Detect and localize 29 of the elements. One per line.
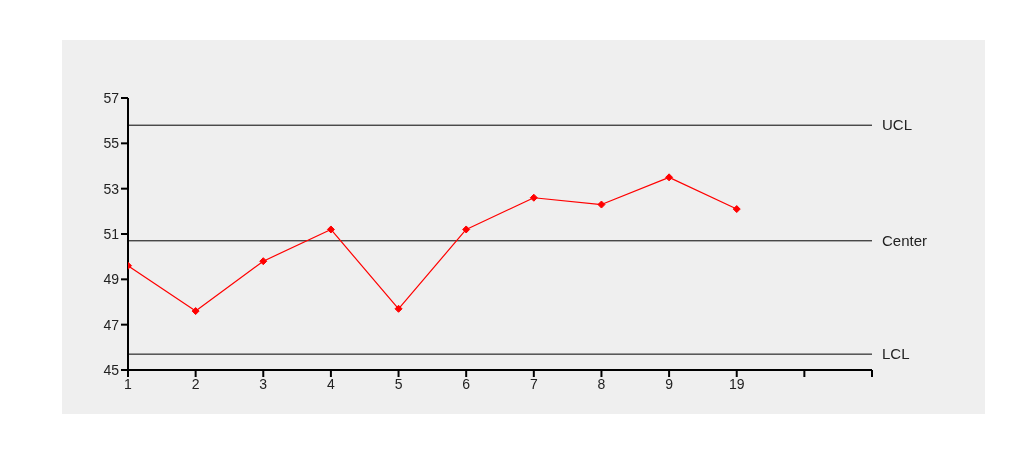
point: [191, 307, 200, 316]
y-tick-label: 51: [103, 225, 120, 242]
x-tick-label: 3: [259, 375, 268, 392]
y-tick-label: 55: [103, 135, 120, 152]
y-tick-label: 45: [103, 361, 120, 378]
ref-line-label: UCL: [882, 116, 913, 134]
x-tick-label: 2: [191, 375, 200, 392]
point: [259, 257, 268, 266]
x-tick-label: 5: [394, 375, 403, 392]
point: [462, 225, 471, 234]
ref-line-label: LCL: [882, 345, 910, 363]
point: [732, 205, 741, 214]
x-tick-label: 19: [728, 375, 745, 392]
ref-line-label: Center: [882, 231, 928, 249]
x-tick-label: 9: [665, 375, 674, 392]
y-tick-label: 47: [103, 316, 120, 333]
x-tick-label: 8: [597, 375, 606, 392]
x-tick-label: 7: [529, 375, 538, 392]
y-tick-label: 49: [103, 271, 120, 288]
y-tick-label: 57: [103, 89, 120, 106]
x-tick-label: 6: [462, 375, 471, 392]
point: [597, 200, 606, 209]
x-tick-label: 1: [124, 375, 133, 392]
x-tick-label: 4: [327, 375, 336, 392]
point: [665, 173, 674, 182]
point: [529, 193, 538, 202]
point: [394, 304, 403, 313]
point: [326, 225, 335, 234]
y-tick-label: 53: [103, 180, 120, 197]
